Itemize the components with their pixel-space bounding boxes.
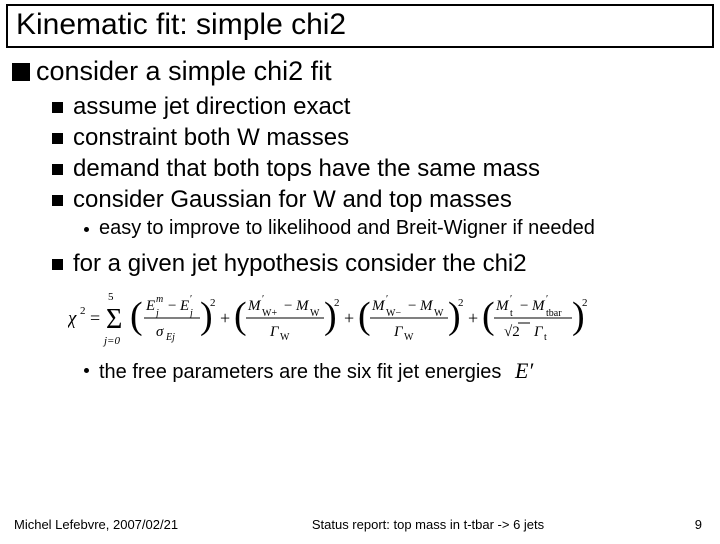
svg-text:Γ: Γ [269, 324, 280, 340]
svg-text:2: 2 [334, 297, 340, 309]
svg-text:E: E [145, 298, 155, 314]
svg-text:′: ′ [386, 294, 388, 305]
svg-text:M: M [295, 298, 310, 314]
square-bullet-icon [52, 102, 63, 113]
footer-page: 9 [662, 517, 702, 532]
square-bullet-icon [52, 259, 63, 270]
list-item: consider Gaussian for W and top masses [52, 186, 708, 214]
svg-text:(: ( [482, 295, 495, 337]
svg-text:+: + [468, 308, 478, 328]
list-item: for a given jet hypothesis consider the … [52, 250, 708, 278]
svg-text:+: + [220, 308, 230, 328]
svg-text:2: 2 [80, 305, 86, 317]
free-params-text: the free parameters are the six fit jet … [99, 361, 501, 383]
svg-text:χ: χ [68, 308, 77, 329]
lvl1-text: consider a simple chi2 fit [36, 56, 332, 87]
svg-text:M: M [531, 298, 546, 314]
list-item: consider a simple chi2 fit [12, 56, 708, 87]
list-item: the free parameters are the six fit jet … [84, 358, 708, 384]
svg-text:−: − [284, 298, 292, 314]
disc-bullet-icon [84, 227, 89, 232]
lvl2-text: for a given jet hypothesis consider the … [73, 250, 527, 278]
svg-text:+: + [344, 308, 354, 328]
svg-text:−: − [168, 298, 176, 314]
lvl2-text: constraint both W masses [73, 124, 349, 152]
svg-text:M: M [247, 298, 262, 314]
svg-text:Γ: Γ [393, 324, 404, 340]
title-box: Kinematic fit: simple chi2 [6, 4, 714, 48]
svg-text:t: t [510, 308, 513, 319]
svg-text:(: ( [234, 295, 247, 337]
square-bullet-icon [52, 195, 63, 206]
svg-text:W: W [404, 332, 414, 343]
svg-text:M: M [419, 298, 434, 314]
svg-text:2: 2 [582, 297, 588, 309]
square-bullet-icon [52, 164, 63, 175]
svg-text:W: W [434, 308, 444, 319]
svg-text:(: ( [358, 295, 371, 337]
footer-author: Michel Lefebvre, 2007/02/21 [14, 517, 194, 532]
svg-text:′: ′ [546, 294, 548, 305]
list-item: easy to improve to likelihood and Breit-… [84, 217, 708, 240]
lvl3-text: easy to improve to likelihood and Breit-… [99, 217, 595, 240]
svg-text:(: ( [130, 295, 143, 337]
footer-status: Status report: top mass in t-tbar -> 6 j… [194, 517, 662, 532]
svg-text:W+: W+ [262, 308, 277, 319]
lvl2-text: consider Gaussian for W and top masses [73, 186, 512, 214]
list-item: demand that both tops have the same mass [52, 155, 708, 183]
svg-text:E: E [179, 298, 189, 314]
chi2-formula: χ 2 = Σ 5 j=0 ( E m j − E ′ j [68, 288, 708, 348]
list-item: assume jet direction exact [52, 93, 708, 121]
svg-text:′: ′ [190, 294, 192, 305]
square-bullet-icon [12, 63, 30, 81]
svg-text:σ: σ [156, 324, 164, 340]
disc-bullet-icon [84, 368, 89, 373]
svg-text:√2: √2 [504, 324, 520, 340]
svg-text:Ej: Ej [165, 332, 175, 343]
svg-text:W: W [310, 308, 320, 319]
svg-text:Σ: Σ [106, 304, 122, 335]
svg-text:W: W [280, 332, 290, 343]
svg-text:−: − [520, 298, 528, 314]
svg-text:−: − [408, 298, 416, 314]
page-title: Kinematic fit: simple chi2 [16, 8, 704, 42]
svg-text:j=0: j=0 [102, 335, 120, 347]
svg-text:′: ′ [262, 294, 264, 305]
footer: Michel Lefebvre, 2007/02/21 Status repor… [0, 517, 720, 532]
svg-text:tbar: tbar [546, 308, 562, 319]
lvl2-text: assume jet direction exact [73, 93, 350, 121]
svg-text:=: = [90, 308, 100, 328]
svg-text:2: 2 [458, 297, 464, 309]
lvl2-text: demand that both tops have the same mass [73, 155, 540, 183]
svg-text:5: 5 [108, 291, 114, 303]
svg-text:W−: W− [386, 308, 401, 319]
svg-text:t: t [544, 332, 547, 343]
list-item: constraint both W masses [52, 124, 708, 152]
svg-text:M: M [495, 298, 510, 314]
square-bullet-icon [52, 133, 63, 144]
lvl3-text: the free parameters are the six fit jet … [99, 358, 533, 384]
content-area: consider a simple chi2 fit assume jet di… [0, 56, 720, 384]
svg-text:′: ′ [510, 294, 512, 305]
svg-text:m: m [156, 294, 163, 305]
svg-text:Γ: Γ [533, 324, 544, 340]
free-params-symbol: E′ [515, 358, 533, 383]
svg-text:M: M [371, 298, 386, 314]
svg-text:2: 2 [210, 297, 216, 309]
